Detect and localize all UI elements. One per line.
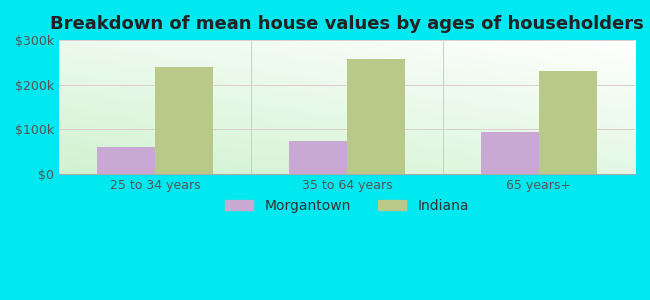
Title: Breakdown of mean house values by ages of householders: Breakdown of mean house values by ages o… [50, 15, 644, 33]
Legend: Morgantown, Indiana: Morgantown, Indiana [220, 193, 474, 218]
Bar [482, 132, 539, 174]
Bar [98, 147, 155, 174]
Bar [539, 71, 597, 174]
Bar [289, 141, 347, 174]
Bar [347, 59, 404, 174]
Bar [155, 67, 213, 174]
